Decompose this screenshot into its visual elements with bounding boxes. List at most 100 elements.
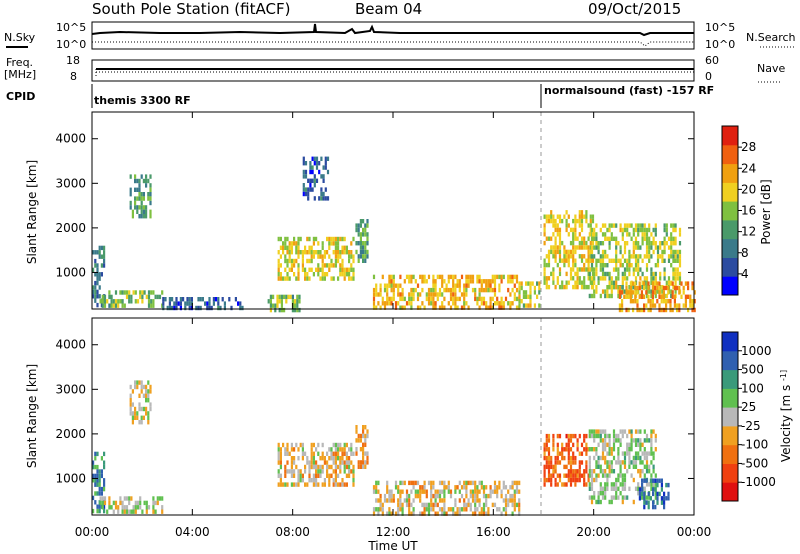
power-echo-cell xyxy=(654,281,657,286)
power-echo-cell xyxy=(667,254,671,259)
power-echo-cell xyxy=(290,241,293,246)
velocity-echo-cell xyxy=(284,469,287,474)
velocity-echo-cell xyxy=(430,480,433,486)
power-echo-cell xyxy=(617,285,620,290)
velocity-echo-cell xyxy=(593,447,596,452)
power-echo-cell xyxy=(147,196,150,201)
velocity-echo-cell xyxy=(597,464,600,469)
velocity-echo-cell xyxy=(590,429,594,434)
power-echo-cell xyxy=(326,250,329,255)
power-echo-cell xyxy=(621,280,624,285)
power-echo-cell xyxy=(583,236,586,241)
velocity-echo-cell xyxy=(377,511,380,516)
velocity-echo-cell xyxy=(558,473,562,478)
velocity-echo-cell xyxy=(326,464,329,470)
velocity-echo-cell xyxy=(617,473,620,478)
power-echo-cell xyxy=(98,294,101,299)
power-ytick-label: 3000 xyxy=(55,176,86,190)
noise-tick-low-right: 10^0 xyxy=(705,38,735,51)
power-echo-cell xyxy=(421,301,424,306)
time-tick-label: 08:00 xyxy=(275,525,310,539)
power-echo-cell xyxy=(552,249,555,255)
power-echo-cell xyxy=(651,285,654,291)
velocity-echo-cell xyxy=(606,442,609,447)
power-echo-cell xyxy=(650,267,653,272)
power-echo-cell xyxy=(641,227,644,233)
power-echo-cell xyxy=(390,279,393,284)
power-echo-cell xyxy=(114,290,118,295)
power-echo-cell xyxy=(288,250,291,255)
power-echo-cell xyxy=(665,307,668,313)
velocity-echo-cell xyxy=(357,438,360,443)
velocity-echo-cell xyxy=(279,473,282,478)
power-echo-cell xyxy=(621,236,624,241)
power-echo-cell xyxy=(552,267,555,272)
velocity-echo-cell xyxy=(284,447,287,452)
power-echo-cell xyxy=(634,267,638,272)
velocity-ytick-label: 1000 xyxy=(55,471,86,485)
power-echo-cell xyxy=(414,279,417,284)
velocity-echo-cell xyxy=(513,502,516,508)
power-echo-cell xyxy=(590,293,594,299)
power-echo-cell xyxy=(671,294,674,299)
power-echo-cell xyxy=(162,297,165,302)
velocity-echo-cell xyxy=(350,442,353,448)
power-echo-cell xyxy=(456,296,459,302)
velocity-echo-cell xyxy=(312,442,315,448)
velocity-echo-cell xyxy=(381,511,384,516)
velocity-echo-cell xyxy=(513,498,516,503)
power-echo-cell xyxy=(119,299,122,304)
velocity-echo-cell xyxy=(416,493,420,499)
power-echo-cell xyxy=(377,301,380,306)
power-echo-cell xyxy=(580,218,584,224)
power-echo-cell xyxy=(547,254,551,259)
velocity-colorbar-frame xyxy=(721,331,739,502)
power-echo-cell xyxy=(634,263,638,268)
velocity-echo-cell xyxy=(471,498,475,503)
velocity-echo-cell xyxy=(632,477,635,483)
velocity-echo-cell xyxy=(563,482,566,487)
power-echo-cell xyxy=(341,250,344,255)
power-echo-cell xyxy=(597,245,600,250)
velocity-echo-cell xyxy=(471,489,475,494)
power-echo-cell xyxy=(423,305,426,310)
power-echo-cell xyxy=(147,290,151,295)
power-echo-cell xyxy=(311,156,314,161)
velocity-echo-cell xyxy=(576,447,579,452)
power-echo-cell xyxy=(641,280,644,285)
power-echo-cell xyxy=(323,276,326,281)
power-echo-cell xyxy=(350,263,353,268)
velocity-echo-cell xyxy=(654,495,657,500)
power-echo-cell xyxy=(197,297,200,302)
power-echo-cell xyxy=(421,274,424,280)
power-echo-cell xyxy=(388,296,391,302)
velocity-echo-cell xyxy=(511,502,514,508)
velocity-echo-cell xyxy=(364,442,367,447)
velocity-echo-cell xyxy=(604,482,607,487)
power-colorbar-label: Power [dB] xyxy=(759,179,773,244)
power-echo-cell xyxy=(617,241,620,246)
power-echo-cell xyxy=(578,218,581,224)
power-echo-cell xyxy=(302,156,305,161)
velocity-echo-cell xyxy=(576,477,579,483)
power-echo-cell xyxy=(565,271,568,277)
power-echo-cell xyxy=(589,245,592,250)
power-echo-cell xyxy=(645,249,649,255)
power-echo-cell xyxy=(290,245,293,250)
power-echo-cell xyxy=(623,267,627,272)
power-echo-cell xyxy=(587,284,590,290)
velocity-echo-cell xyxy=(630,447,633,452)
power-echo-cell xyxy=(121,299,124,304)
velocity-echo-cell xyxy=(388,493,391,499)
velocity-echo-cell xyxy=(518,507,521,512)
power-echo-cell xyxy=(610,258,613,263)
power-echo-cell xyxy=(672,258,675,263)
velocity-echo-cell xyxy=(547,473,551,478)
power-echo-cell xyxy=(518,299,521,304)
power-echo-cell xyxy=(583,254,586,259)
power-echo-cell xyxy=(669,281,672,286)
power-echo-cell xyxy=(298,294,301,300)
power-echo-cell xyxy=(280,299,283,304)
velocity-echo-cell xyxy=(152,500,155,506)
power-echo-cell xyxy=(574,249,577,255)
